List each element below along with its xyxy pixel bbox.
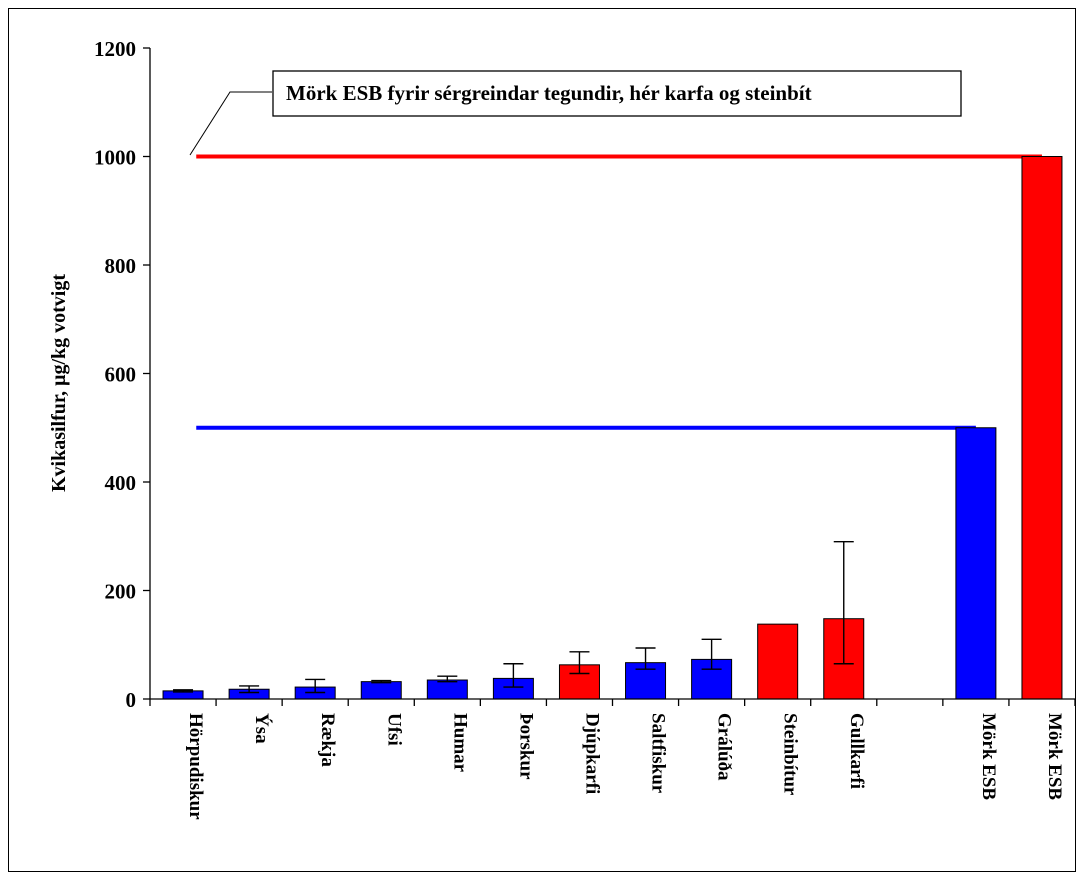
error-bar bbox=[635, 647, 656, 670]
y-tick-label: 800 bbox=[105, 254, 137, 278]
x-category-label: Rækja bbox=[317, 713, 338, 767]
annotation: Mörk ESB fyrir sérgreindar tegundir, hér… bbox=[189, 70, 962, 156]
error-bar bbox=[305, 678, 326, 694]
bar bbox=[426, 679, 468, 700]
x-category-label: Humar bbox=[449, 713, 470, 773]
error-bar bbox=[569, 651, 590, 675]
x-category-label: Mörk ESB bbox=[1044, 713, 1065, 800]
error-bar bbox=[833, 540, 854, 665]
y-ticks: 0 200 400 600 800 1000 1200 bbox=[94, 37, 150, 712]
bar-chart: Kvikasilfur, µg/kg votvigt 0 200 400 600 800… bbox=[48, 37, 1076, 820]
reference-lines bbox=[196, 154, 1042, 430]
annotation-text: Mörk ESB fyrir sérgreindar tegundir, hér… bbox=[286, 81, 812, 105]
x-category-label: Mörk ESB bbox=[978, 713, 999, 800]
x-category-label: Saltfiskur bbox=[648, 713, 669, 794]
x-category-label: Grálúða bbox=[714, 713, 735, 781]
y-tick-label: 400 bbox=[105, 471, 137, 495]
x-category-label: Steinbítur bbox=[780, 713, 801, 796]
bars bbox=[162, 156, 1063, 700]
chart-frame: Kvikasilfur, µg/kg votvigt 0 200 400 600 800… bbox=[8, 8, 1076, 872]
error-bar bbox=[503, 663, 524, 688]
y-tick-label: 200 bbox=[105, 580, 137, 604]
bar bbox=[757, 623, 799, 700]
x-category-label: Hörpudiskur bbox=[185, 713, 206, 820]
annotation-box bbox=[272, 70, 962, 117]
error-bar bbox=[173, 689, 194, 693]
axes bbox=[149, 48, 1075, 700]
x-category-label: Ufsi bbox=[383, 713, 404, 746]
bar bbox=[1021, 156, 1063, 700]
y-tick-label: 0 bbox=[126, 688, 137, 712]
annotation-leader-line bbox=[189, 91, 272, 156]
x-category-label: Djúpkarfi bbox=[581, 713, 602, 794]
error-bar bbox=[371, 679, 392, 684]
y-axis-title: Kvikasilfur, µg/kg votvigt bbox=[48, 274, 70, 492]
y-tick-label: 600 bbox=[105, 363, 137, 387]
bar bbox=[360, 681, 402, 700]
bar bbox=[955, 427, 997, 700]
error-bar bbox=[437, 675, 458, 683]
error-bar bbox=[701, 638, 722, 670]
x-category-label: Gullkarfi bbox=[846, 713, 867, 789]
error-bar bbox=[239, 685, 260, 694]
x-category-label: Þorskur bbox=[515, 713, 536, 780]
x-category-label: Ýsa bbox=[251, 713, 273, 744]
error-bars bbox=[173, 540, 854, 694]
y-tick-label: 1200 bbox=[94, 37, 136, 61]
y-tick-label: 1000 bbox=[94, 146, 136, 170]
x-ticks: Hörpudiskur Ýsa Rækja Ufsi Humar Þorskur Djúpk… bbox=[149, 699, 1076, 820]
